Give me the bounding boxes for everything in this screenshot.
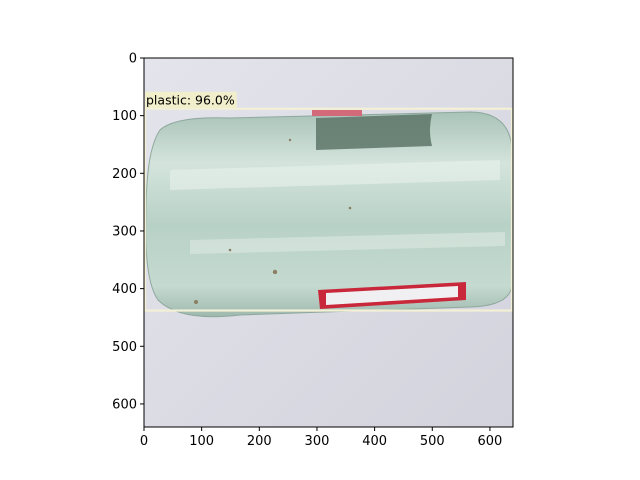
y-tick-label: 0 — [129, 52, 137, 67]
speck — [194, 300, 198, 304]
x-tick-label: 500 — [420, 434, 445, 449]
speck — [348, 206, 352, 210]
detection-label: plastic: 96.0% — [146, 93, 235, 108]
y-axis: 0 100 200 300 400 500 600 — [112, 52, 144, 412]
x-axis: 0 100 200 300 400 500 600 — [140, 427, 502, 449]
axes-frame — [143, 57, 514, 428]
x-tick-label: 600 — [478, 434, 503, 449]
speck — [272, 269, 278, 275]
label-top — [316, 114, 432, 150]
speck — [228, 248, 232, 252]
y-tick-label: 600 — [112, 397, 137, 412]
x-tick-label: 100 — [189, 434, 214, 449]
detection-box — [143, 107, 514, 312]
y-tick-label: 100 — [112, 109, 137, 124]
x-tick-label: 300 — [305, 434, 330, 449]
y-tick-label: 500 — [112, 340, 137, 355]
x-tick-label: 200 — [247, 434, 272, 449]
x-tick-label: 0 — [140, 434, 148, 449]
x-tick-label: 400 — [362, 434, 387, 449]
label-top-red — [312, 110, 362, 116]
bottle-highlight — [170, 160, 500, 190]
label-bottom-inner — [326, 286, 458, 305]
speck — [288, 138, 292, 142]
y-tick-label: 400 — [112, 282, 137, 297]
y-tick-label: 300 — [112, 224, 137, 239]
detection-label-background — [145, 91, 237, 108]
y-tick-label: 200 — [112, 167, 137, 182]
bottle-highlight-lower — [190, 232, 505, 254]
photo — [144, 58, 513, 427]
